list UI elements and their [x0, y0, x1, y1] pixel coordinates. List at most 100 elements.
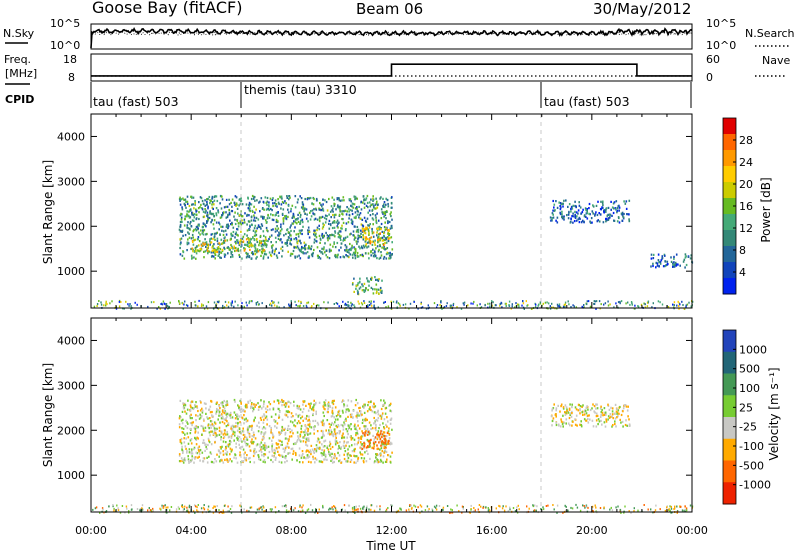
heatmap-cell	[316, 421, 319, 424]
heatmap-cell	[250, 406, 252, 410]
heatmap-cell	[376, 444, 378, 447]
heatmap-cell	[264, 407, 267, 410]
heatmap-cell	[326, 237, 329, 240]
heatmap-cell	[207, 417, 209, 420]
heatmap-cell	[217, 246, 220, 249]
heatmap-cell	[192, 248, 194, 251]
heatmap-cell	[556, 303, 559, 306]
heatmap-cell	[611, 413, 614, 416]
heatmap-cell	[193, 426, 196, 429]
heatmap-cell	[281, 245, 284, 248]
heatmap-cell	[350, 400, 353, 403]
heatmap-cell	[460, 307, 463, 310]
heatmap-cell	[511, 303, 513, 306]
heatmap-cell	[313, 231, 316, 234]
heatmap-cell	[582, 208, 584, 211]
heatmap-cell	[224, 236, 226, 239]
heatmap-cell	[198, 450, 200, 453]
heatmap-cell	[451, 511, 454, 514]
cpid-label: CPID	[5, 93, 34, 106]
heatmap-cell	[246, 438, 249, 441]
heatmap-cell	[248, 434, 251, 437]
heatmap-cell	[621, 420, 624, 423]
heatmap-cell	[386, 442, 389, 445]
heatmap-cell	[351, 219, 353, 222]
heatmap-cell	[187, 241, 189, 244]
heatmap-cell	[353, 507, 356, 510]
heatmap-cell	[246, 229, 249, 232]
heatmap-cell	[239, 240, 241, 243]
heatmap-cell	[692, 300, 694, 303]
heatmap-cell	[370, 277, 372, 281]
heatmap-cell	[389, 213, 392, 216]
heatmap-cell	[182, 450, 184, 453]
heatmap-cell	[368, 209, 371, 212]
heatmap-cell	[357, 234, 359, 237]
heatmap-cell	[286, 195, 288, 198]
heatmap-cell	[207, 245, 210, 248]
heatmap-cell	[622, 215, 624, 218]
heatmap-cell	[183, 458, 186, 461]
heatmap-cell	[369, 214, 372, 217]
heatmap-cell	[277, 220, 279, 223]
heatmap-cell	[211, 430, 213, 433]
heatmap-cell	[318, 228, 321, 231]
heatmap-cell	[284, 433, 287, 436]
heatmap-cell	[265, 219, 267, 222]
heatmap-cell	[264, 431, 267, 434]
heatmap-cell	[333, 454, 336, 457]
heatmap-cell	[599, 415, 602, 418]
heatmap-cell	[591, 221, 593, 224]
heatmap-cell	[515, 302, 517, 305]
heatmap-cell	[228, 198, 230, 201]
heatmap-cell	[191, 452, 194, 455]
heatmap-cell	[183, 441, 186, 444]
heatmap-cell	[341, 400, 343, 403]
heatmap-cell	[348, 217, 350, 220]
heatmap-cell	[188, 506, 190, 509]
heatmap-cell	[200, 229, 202, 232]
heatmap-cell	[181, 449, 184, 452]
heatmap-cell	[192, 510, 195, 513]
heatmap-cell	[603, 411, 606, 414]
heatmap-cell	[442, 506, 445, 509]
heatmap-cell	[310, 215, 313, 218]
heatmap-cell	[391, 248, 394, 251]
heatmap-cell	[210, 426, 212, 429]
heatmap-cell	[233, 247, 236, 250]
heatmap-cell	[350, 248, 352, 252]
heatmap-cell	[281, 443, 283, 446]
heatmap-cell	[266, 405, 269, 408]
heatmap-cell	[214, 431, 217, 435]
colorbar-tick: -100	[739, 440, 764, 453]
heatmap-cell	[425, 307, 428, 310]
heatmap-cell	[266, 221, 268, 224]
heatmap-cell	[379, 505, 381, 508]
heatmap-cell	[189, 422, 192, 425]
heatmap-cell	[356, 284, 359, 287]
heatmap-cell	[358, 245, 360, 248]
heatmap-cell	[255, 249, 257, 252]
heatmap-cell	[250, 425, 252, 428]
heatmap-cell	[361, 413, 363, 416]
heatmap-cell	[162, 300, 165, 303]
heatmap-cell	[239, 454, 241, 457]
heatmap-cell	[290, 207, 292, 210]
heatmap-cell	[387, 205, 390, 208]
heatmap-cell	[338, 460, 340, 463]
heatmap-cell	[261, 247, 263, 250]
heatmap-cell	[216, 505, 218, 507]
heatmap-cell	[316, 229, 318, 232]
heatmap-cell	[378, 248, 380, 251]
heatmap-cell	[195, 505, 197, 508]
heatmap-cell	[567, 422, 570, 425]
heatmap-cell	[212, 207, 214, 210]
heatmap-cell	[343, 441, 345, 444]
heatmap-cell	[385, 508, 388, 511]
heatmap-cell	[294, 442, 296, 445]
heatmap-cell	[263, 234, 265, 237]
heatmap-cell	[377, 306, 379, 309]
heatmap-cell	[647, 300, 650, 303]
heatmap-cell	[207, 424, 209, 427]
heatmap-cell	[576, 506, 579, 509]
